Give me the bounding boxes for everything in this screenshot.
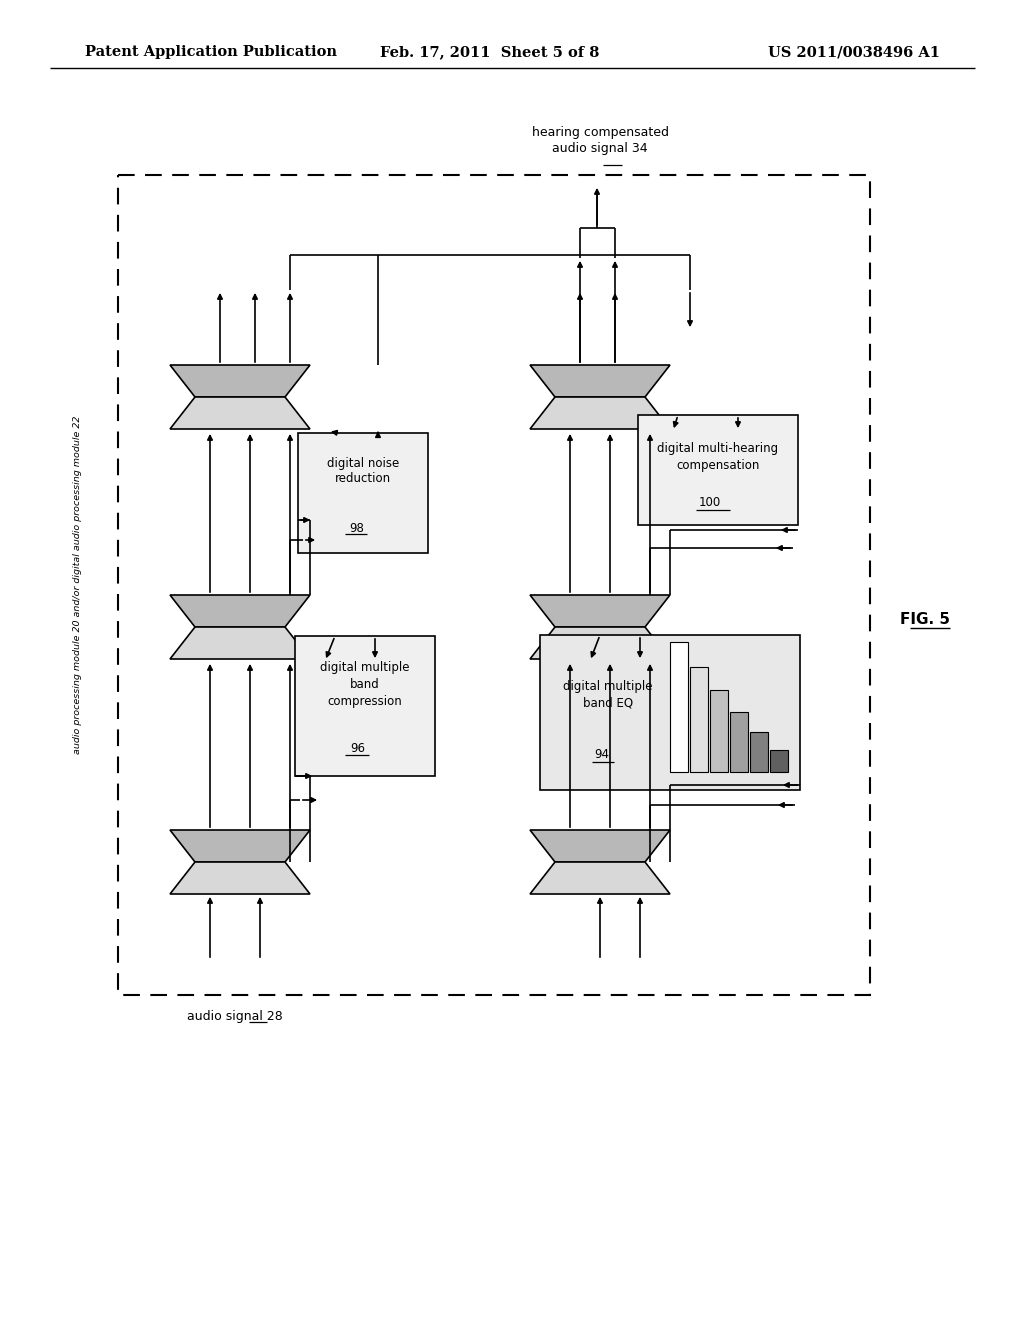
Polygon shape [170, 397, 310, 429]
Bar [295, 636, 435, 776]
Polygon shape [530, 627, 670, 659]
Polygon shape [170, 830, 310, 862]
Text: audio processing module 20 and/or digital audio processing module 22: audio processing module 20 and/or digita… [74, 416, 83, 754]
Text: 96: 96 [350, 742, 366, 755]
Text: digital multi-hearing
compensation: digital multi-hearing compensation [657, 442, 778, 473]
Bar [118, 176, 870, 995]
Polygon shape [530, 862, 670, 894]
Polygon shape [170, 595, 310, 627]
Polygon shape [530, 397, 670, 429]
Polygon shape [170, 627, 310, 659]
Polygon shape [170, 862, 310, 894]
Bar [638, 414, 798, 525]
Polygon shape [530, 366, 670, 397]
Bar [710, 690, 728, 772]
Text: US 2011/0038496 A1: US 2011/0038496 A1 [768, 45, 940, 59]
Text: digital multiple
band EQ: digital multiple band EQ [563, 680, 652, 710]
Bar [750, 733, 768, 772]
Polygon shape [530, 830, 670, 862]
Text: Feb. 17, 2011  Sheet 5 of 8: Feb. 17, 2011 Sheet 5 of 8 [380, 45, 600, 59]
Bar [730, 711, 748, 772]
Text: Patent Application Publication: Patent Application Publication [85, 45, 337, 59]
Polygon shape [170, 366, 310, 397]
Text: audio signal 28: audio signal 28 [187, 1010, 283, 1023]
Text: 100: 100 [698, 496, 721, 510]
Text: digital noise
reduction: digital noise reduction [327, 457, 399, 484]
Polygon shape [530, 595, 670, 627]
Text: digital multiple
band
compression: digital multiple band compression [321, 660, 410, 708]
Bar [298, 433, 428, 553]
Text: 94: 94 [595, 748, 609, 762]
Text: hearing compensated
audio signal 34: hearing compensated audio signal 34 [531, 125, 669, 154]
Bar [690, 667, 708, 772]
Text: FIG. 5: FIG. 5 [900, 612, 950, 627]
Bar [670, 642, 688, 772]
Bar [770, 750, 788, 772]
Text: 98: 98 [349, 521, 365, 535]
Bar [540, 635, 800, 789]
